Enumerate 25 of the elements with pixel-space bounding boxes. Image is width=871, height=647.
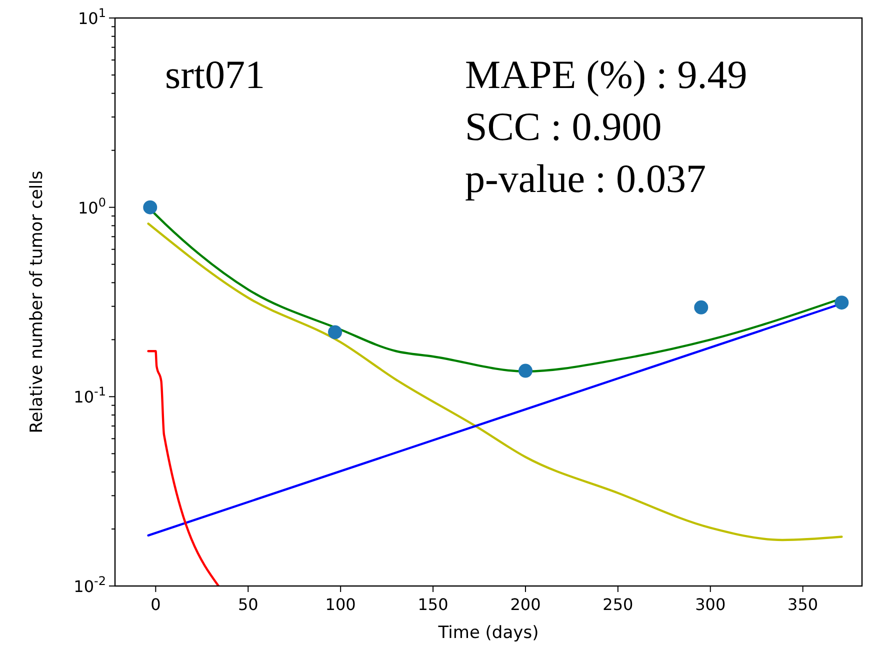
annotation: srt071 <box>165 52 265 97</box>
point <box>328 325 342 340</box>
point <box>694 300 708 314</box>
point <box>518 364 532 378</box>
x-tick-label: 250 <box>602 595 634 614</box>
x-tick-label: 150 <box>418 595 448 614</box>
y-axis-title: Relative number of tumor cells <box>27 170 47 434</box>
y-tick-label: 10$^{0}$ <box>78 195 106 218</box>
line-series <box>147 350 220 586</box>
point <box>834 296 849 310</box>
y-tick-label: 10$^{-1}$ <box>74 384 106 407</box>
y-tick-label: 10$^{1}$ <box>78 6 106 28</box>
annotation: p-value : 0.037 <box>465 156 706 201</box>
x-tick-label: 100 <box>325 595 356 614</box>
annotation: MAPE (%) : 9.49 <box>465 52 748 97</box>
line-series <box>147 222 843 542</box>
point <box>143 200 158 214</box>
annotation: SCC : 0.900 <box>465 104 662 149</box>
x-tick-label: 0 <box>150 595 161 614</box>
x-tick-label: 200 <box>510 595 541 614</box>
x-axis-title: Time (days) <box>437 623 539 643</box>
x-tick-label: 50 <box>238 595 258 614</box>
x-tick-label: 350 <box>788 595 818 614</box>
x-tick-label: 300 <box>695 595 726 614</box>
y-tick-label: 10$^{-2}$ <box>74 574 106 596</box>
